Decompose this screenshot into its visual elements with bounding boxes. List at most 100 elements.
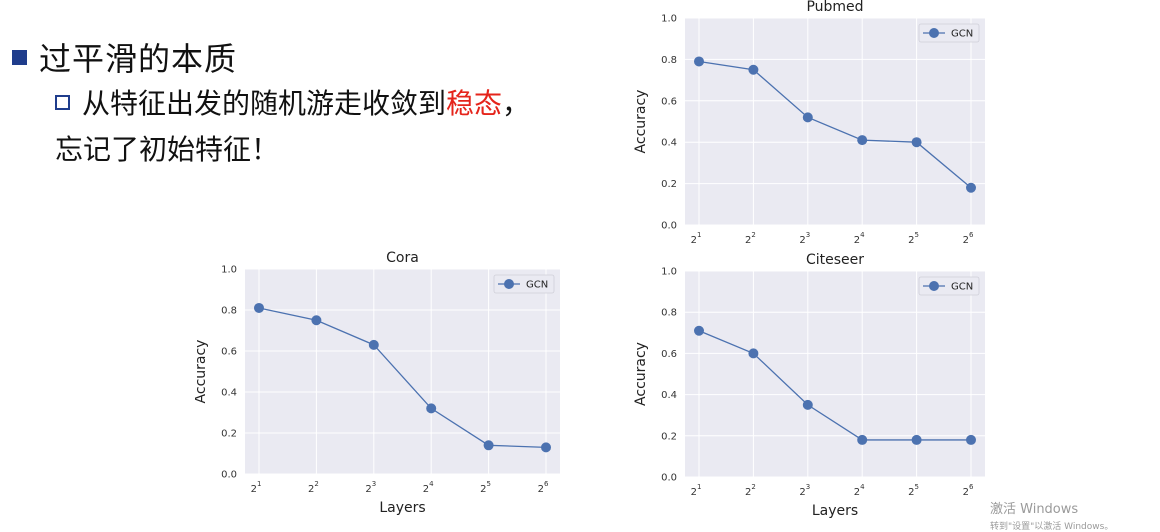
y-axis-label: Accuracy bbox=[633, 90, 649, 154]
y-tick-label: 0.8 bbox=[661, 308, 677, 319]
x-tick-exponent: 6 bbox=[969, 231, 974, 239]
plot-area bbox=[685, 18, 985, 225]
y-tick-label: 0.6 bbox=[661, 349, 677, 360]
cora-chart: 0.00.20.40.60.81.021 22 23 24 25 26CoraAccura… bbox=[195, 250, 560, 516]
x-tick-base: 2 bbox=[799, 487, 805, 498]
data-point bbox=[311, 315, 322, 326]
x-tick-exponent: 4 bbox=[429, 480, 434, 488]
x-tick-base: 2 bbox=[538, 484, 544, 495]
x-tick-label: 24 bbox=[854, 483, 865, 498]
chart-title: Citeseer bbox=[806, 252, 864, 268]
sub-bullet-line2: 忘记了初始特征！ bbox=[55, 133, 280, 166]
x-tick-base: 2 bbox=[908, 487, 914, 498]
filled-square-bullet-icon bbox=[12, 49, 27, 65]
y-axis-label: Accuracy bbox=[195, 340, 209, 404]
y-tick-label: 1.0 bbox=[661, 14, 677, 25]
x-tick-exponent: 3 bbox=[372, 480, 376, 488]
x-tick-exponent: 1 bbox=[697, 483, 701, 491]
citeseer-chart: 0.00.20.40.60.81.021 22 23 24 25 26CiteseerAc… bbox=[633, 252, 985, 519]
sub-bullet-punct: ， bbox=[502, 87, 531, 120]
x-tick-exponent: 6 bbox=[544, 480, 549, 488]
data-point bbox=[254, 302, 264, 313]
x-tick-label: 22 bbox=[745, 231, 756, 246]
legend-marker bbox=[929, 281, 939, 291]
x-tick-base: 2 bbox=[799, 235, 805, 246]
y-tick-label: 0.6 bbox=[661, 96, 677, 107]
hollow-square-bullet-icon bbox=[55, 94, 70, 110]
x-tick-label: 22 bbox=[745, 483, 756, 498]
x-tick-exponent: 3 bbox=[806, 231, 810, 239]
x-tick-label: 26 bbox=[538, 480, 549, 495]
watermark-line2: 转到"设置"以激活 Windows。 bbox=[990, 522, 1114, 532]
x-tick-label: 21 bbox=[691, 231, 702, 246]
x-tick-base: 2 bbox=[745, 487, 751, 498]
series-line bbox=[698, 60, 972, 189]
x-tick-exponent: 2 bbox=[314, 480, 318, 488]
x-tick-base: 2 bbox=[251, 484, 257, 495]
x-tick-exponent: 5 bbox=[487, 480, 491, 488]
x-tick-base: 2 bbox=[908, 235, 914, 246]
y-tick-label: 0.0 bbox=[221, 470, 237, 481]
data-point bbox=[911, 434, 922, 445]
data-point bbox=[694, 56, 704, 67]
sub-bullet: 从特征出发的随机游走收敛到 稳态， bbox=[55, 82, 530, 122]
y-tick-label: 0.4 bbox=[661, 138, 677, 149]
x-tick-base: 2 bbox=[745, 235, 751, 246]
y-tick-label: 0.0 bbox=[661, 221, 677, 232]
y-tick-label: 0.4 bbox=[221, 388, 237, 399]
x-tick-base: 2 bbox=[963, 235, 969, 246]
legend-label: GCN bbox=[951, 282, 973, 293]
data-point bbox=[368, 339, 379, 350]
sub-bullet-highlight: 稳态 bbox=[446, 87, 503, 120]
x-tick-base: 2 bbox=[423, 484, 429, 495]
data-point bbox=[857, 434, 868, 445]
data-point bbox=[966, 434, 976, 445]
data-point bbox=[857, 135, 868, 146]
x-tick-base: 2 bbox=[691, 487, 697, 498]
data-point bbox=[748, 64, 759, 75]
legend-marker bbox=[504, 279, 514, 289]
x-tick-base: 2 bbox=[854, 235, 860, 246]
x-tick-label: 23 bbox=[365, 480, 376, 495]
data-point bbox=[802, 112, 813, 123]
y-tick-label: 0.2 bbox=[661, 431, 677, 442]
x-tick-label: 21 bbox=[251, 480, 262, 495]
x-tick-label: 26 bbox=[963, 483, 974, 498]
x-tick-label: 24 bbox=[423, 480, 434, 495]
y-tick-label: 0.6 bbox=[221, 347, 237, 358]
x-tick-label: 21 bbox=[691, 483, 702, 498]
y-tick-label: 1.0 bbox=[221, 265, 237, 276]
x-tick-exponent: 1 bbox=[697, 231, 701, 239]
x-tick-exponent: 4 bbox=[860, 231, 865, 239]
x-tick-base: 2 bbox=[691, 235, 697, 246]
x-tick-label: 23 bbox=[799, 483, 810, 498]
x-tick-base: 2 bbox=[854, 487, 860, 498]
plot-area bbox=[685, 271, 985, 477]
data-point bbox=[802, 399, 813, 410]
x-tick-exponent: 5 bbox=[915, 231, 919, 239]
y-tick-label: 1.0 bbox=[661, 267, 677, 278]
data-point bbox=[966, 182, 976, 193]
y-axis-label: Accuracy bbox=[633, 342, 649, 406]
data-point bbox=[911, 137, 922, 148]
slide-text: 过平滑的本质 从特征出发的随机游走收敛到 稳态， 忘记了初始特征！ bbox=[0, 0, 620, 200]
data-point bbox=[426, 403, 437, 414]
x-tick-label: 24 bbox=[854, 231, 865, 246]
x-axis-label: Layers bbox=[379, 500, 425, 516]
y-tick-label: 0.8 bbox=[661, 55, 677, 66]
chart-title: Cora bbox=[386, 250, 419, 266]
x-tick-base: 2 bbox=[963, 487, 969, 498]
x-tick-base: 2 bbox=[308, 484, 314, 495]
x-tick-exponent: 6 bbox=[969, 483, 974, 491]
legend-label: GCN bbox=[526, 280, 548, 291]
x-tick-exponent: 2 bbox=[751, 231, 755, 239]
x-tick-exponent: 4 bbox=[860, 483, 865, 491]
x-tick-exponent: 2 bbox=[751, 483, 755, 491]
x-tick-exponent: 5 bbox=[915, 483, 919, 491]
pubmed-chart: 0.00.20.40.60.81.021 22 23 24 25 26PubmedAccu… bbox=[633, 0, 985, 246]
y-tick-label: 0.0 bbox=[661, 473, 677, 484]
x-tick-base: 2 bbox=[480, 484, 486, 495]
series-line bbox=[698, 330, 971, 441]
data-point bbox=[694, 325, 704, 336]
y-tick-label: 0.2 bbox=[221, 429, 237, 440]
